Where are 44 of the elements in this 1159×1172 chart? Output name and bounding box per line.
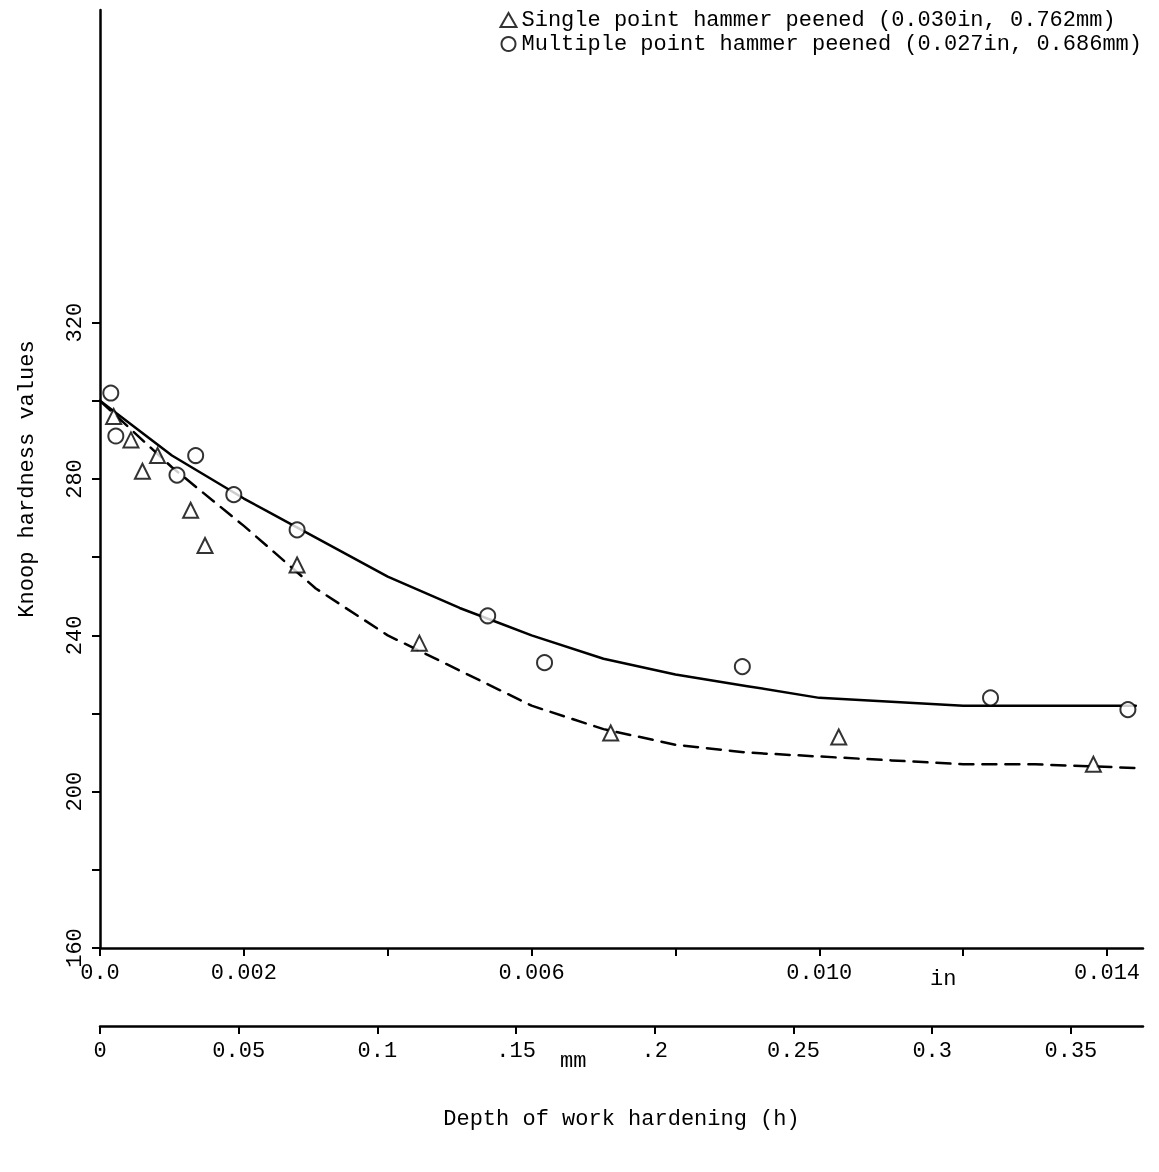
point (168, 466, 186, 484)
x2-tick-label: 0.25 (767, 1038, 820, 1064)
point (225, 486, 243, 504)
point (602, 724, 620, 742)
point (536, 654, 554, 672)
y-tick-label: 240 (62, 615, 88, 656)
point (149, 447, 167, 465)
point (410, 634, 428, 652)
y-tick-label: 320 (62, 302, 88, 343)
x2-tick-label: .15 (496, 1038, 536, 1064)
point (182, 501, 200, 519)
legend-label: Single point hammer peened (0.030in, 0.762mm) (521, 7, 1116, 33)
point (122, 431, 140, 449)
text: mm (560, 1048, 587, 1074)
point (982, 689, 1000, 707)
text: in (930, 966, 957, 992)
x2-tick-label: 0.3 (912, 1038, 952, 1064)
point (107, 427, 125, 445)
point (830, 728, 848, 746)
point (1084, 755, 1102, 773)
legend-label: Multiple point hammer peened (0.027in, 0.686mm) (521, 31, 1143, 57)
x-tick-label: 0.014 (1074, 960, 1141, 986)
x-axis-title: Depth of work hardening (h) (443, 1106, 800, 1132)
x-tick-label: 0.006 (498, 960, 565, 986)
point (288, 521, 306, 539)
x2-tick-label: 0 (93, 1038, 107, 1064)
point (1119, 701, 1137, 719)
point (479, 607, 497, 625)
point (133, 462, 151, 480)
point (102, 384, 120, 402)
x2-tick-label: 0.35 (1044, 1038, 1098, 1064)
x2-tick-label: .2 (641, 1038, 668, 1064)
x2-tick-label: 0.1 (357, 1038, 398, 1064)
point (105, 407, 123, 425)
point (288, 556, 306, 574)
x-tick-label: 0.002 (210, 960, 277, 986)
point (187, 447, 205, 465)
point (196, 536, 214, 554)
point (733, 658, 751, 676)
y-axis-title: Knoop hardness values (14, 340, 40, 618)
y-tick-label: 200 (62, 771, 88, 812)
x2-tick-label: 0.05 (212, 1038, 266, 1064)
x-tick-label: 0.010 (786, 960, 853, 986)
y-tick-label: 280 (62, 459, 88, 499)
